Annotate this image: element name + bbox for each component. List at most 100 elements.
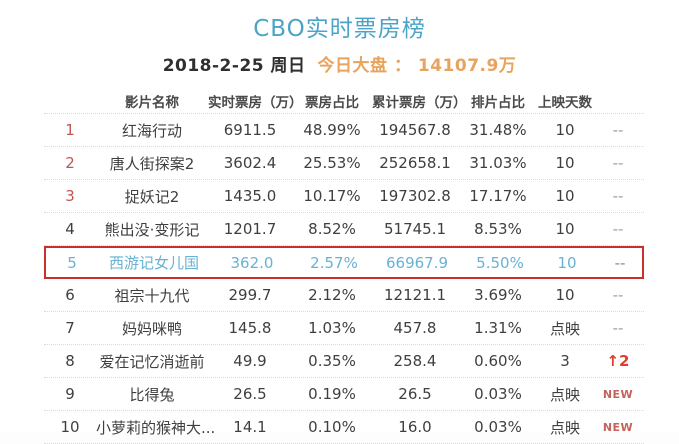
movie-name: 爱在记忆消逝前 bbox=[99, 352, 205, 371]
box-office-share: 25.53% bbox=[303, 154, 361, 172]
trend-indicator: -- bbox=[612, 154, 624, 172]
box-office-share: 10.17% bbox=[303, 187, 361, 205]
rank-cell: 6 bbox=[65, 286, 75, 304]
trend-indicator: -- bbox=[614, 253, 626, 272]
movie-name: 捉妖记2 bbox=[124, 187, 180, 206]
movie-name: 比得兔 bbox=[129, 385, 175, 404]
trend-indicator: NEW bbox=[602, 420, 634, 434]
cumulative-box-office: 12121.1 bbox=[383, 286, 447, 304]
table-row: 9 比得兔 26.5 0.19% 26.5 0.03% 点映 NEW bbox=[44, 378, 644, 411]
table-row: 8 爱在记忆消逝前 49.9 0.35% 258.4 0.60% 3 ↑2 bbox=[44, 345, 644, 378]
trend-indicator: -- bbox=[612, 220, 624, 238]
days-released: 3 bbox=[560, 352, 570, 370]
column-header-cumulative-box-office: 累计票房（万） bbox=[372, 94, 467, 111]
realtime-box-office: 1435.0 bbox=[223, 187, 277, 205]
rank-cell: 8 bbox=[65, 352, 75, 370]
screening-share: 0.60% bbox=[474, 352, 522, 370]
realtime-box-office: 1201.7 bbox=[223, 220, 277, 238]
daily-total-label: 今日大盘 ： bbox=[317, 56, 412, 76]
box-office-page: CBO实时票房榜 2018-2-25 周日 今日大盘 ： 14107.9万 影片名… bbox=[0, 16, 679, 444]
days-released: 10 bbox=[557, 253, 577, 272]
movie-name: 妈妈咪鸭 bbox=[121, 319, 182, 338]
days-released: 10 bbox=[555, 220, 575, 238]
movie-name: 熊出没·变形记 bbox=[104, 220, 200, 239]
trend-indicator: ↑2 bbox=[606, 352, 630, 370]
days-released: 10 bbox=[555, 286, 575, 304]
screening-share: 0.03% bbox=[474, 385, 522, 403]
screening-share: 31.03% bbox=[469, 154, 527, 172]
screening-share: 1.31% bbox=[474, 319, 522, 337]
realtime-box-office: 145.8 bbox=[228, 319, 272, 337]
box-office-table: 影片名称 实时票房（万） 票房占比 累计票房（万） 排片占比 上映天数 1 红海… bbox=[44, 88, 644, 444]
screening-share: 5.50% bbox=[476, 253, 524, 272]
days-released: 10 bbox=[555, 187, 575, 205]
days-released: 10 bbox=[555, 121, 575, 139]
box-office-share: 0.19% bbox=[308, 385, 356, 403]
realtime-box-office: 3602.4 bbox=[223, 154, 277, 172]
table-row: 7 妈妈咪鸭 145.8 1.03% 457.8 1.31% 点映 -- bbox=[44, 312, 644, 345]
cumulative-box-office: 197302.8 bbox=[379, 187, 451, 205]
trend-indicator: -- bbox=[612, 319, 624, 337]
days-released: 点映 bbox=[549, 418, 580, 437]
trend-indicator: -- bbox=[612, 121, 624, 139]
rank-cell: 5 bbox=[67, 253, 77, 272]
screening-share: 3.69% bbox=[474, 286, 522, 304]
screening-share: 31.48% bbox=[469, 121, 527, 139]
column-header-days-released: 上映天数 bbox=[538, 94, 592, 111]
movie-name: 西游记女儿国 bbox=[108, 254, 199, 272]
box-office-share: 48.99% bbox=[303, 121, 361, 139]
daily-total-value: 14107.9万 bbox=[417, 56, 517, 76]
cumulative-box-office: 51745.1 bbox=[383, 220, 447, 238]
cumulative-box-office: 26.5 bbox=[398, 385, 432, 403]
days-released: 10 bbox=[555, 154, 575, 172]
date-line: 2018-2-25 周日 今日大盘 ： 14107.9万 bbox=[0, 51, 679, 76]
box-office-share: 0.10% bbox=[308, 418, 356, 436]
table-row: 4 熊出没·变形记 1201.7 8.52% 51745.1 8.53% 10 … bbox=[44, 213, 644, 246]
page-title: CBO实时票房榜 bbox=[253, 16, 426, 42]
rank-cell: 7 bbox=[65, 319, 75, 337]
realtime-box-office: 362.0 bbox=[230, 253, 274, 272]
movie-name: 祖宗十九代 bbox=[114, 286, 190, 305]
trend-indicator: NEW bbox=[602, 387, 634, 401]
rank-cell: 4 bbox=[65, 220, 75, 238]
cumulative-box-office: 16.0 bbox=[398, 418, 432, 436]
screening-share: 8.53% bbox=[474, 220, 522, 238]
movie-name: 红海行动 bbox=[121, 121, 182, 140]
cumulative-box-office: 66967.9 bbox=[385, 253, 449, 272]
trend-indicator: -- bbox=[612, 187, 624, 205]
trend-indicator: -- bbox=[612, 286, 624, 304]
screening-share: 0.03% bbox=[474, 418, 522, 436]
realtime-box-office: 6911.5 bbox=[223, 121, 277, 139]
cumulative-box-office: 252658.1 bbox=[379, 154, 451, 172]
table-row: 2 唐人街探案2 3602.4 25.53% 252658.1 31.03% 1… bbox=[44, 147, 644, 180]
column-header-movie-name: 影片名称 bbox=[125, 94, 179, 111]
realtime-box-office: 26.5 bbox=[233, 385, 267, 403]
table-row: 10 小萝莉的猴神大... 14.1 0.10% 16.0 0.03% 点映 N… bbox=[44, 411, 644, 444]
box-office-share: 1.03% bbox=[308, 319, 356, 337]
realtime-box-office: 14.1 bbox=[233, 418, 267, 436]
movie-name: 小萝莉的猴神大... bbox=[96, 418, 216, 437]
realtime-box-office: 299.7 bbox=[228, 286, 272, 304]
table-body: 1 红海行动 6911.5 48.99% 194567.8 31.48% 10 … bbox=[44, 114, 644, 444]
box-office-share: 0.35% bbox=[308, 352, 356, 370]
box-office-share: 2.57% bbox=[310, 253, 358, 272]
table-row: 6 祖宗十九代 299.7 2.12% 12121.1 3.69% 10 -- bbox=[44, 279, 644, 312]
cumulative-box-office: 258.4 bbox=[393, 352, 437, 370]
column-header-screening-share: 排片占比 bbox=[471, 94, 525, 111]
column-header-box-office-share: 票房占比 bbox=[305, 94, 359, 111]
box-office-share: 8.52% bbox=[308, 220, 356, 238]
table-row: 1 红海行动 6911.5 48.99% 194567.8 31.48% 10 … bbox=[44, 114, 644, 147]
rank-cell: 2 bbox=[65, 154, 75, 172]
table-header-row: 影片名称 实时票房（万） 票房占比 累计票房（万） 排片占比 上映天数 bbox=[44, 88, 644, 114]
rank-cell: 9 bbox=[65, 385, 75, 403]
table-row: 5 西游记女儿国 362.0 2.57% 66967.9 5.50% 10 -- bbox=[44, 246, 644, 279]
rank-cell: 10 bbox=[60, 418, 80, 436]
realtime-box-office: 49.9 bbox=[233, 352, 267, 370]
days-released: 点映 bbox=[549, 319, 580, 338]
cumulative-box-office: 194567.8 bbox=[379, 121, 451, 139]
table-row: 3 捉妖记2 1435.0 10.17% 197302.8 17.17% 10 … bbox=[44, 180, 644, 213]
box-office-share: 2.12% bbox=[308, 286, 356, 304]
movie-name: 唐人街探案2 bbox=[109, 154, 195, 173]
days-released: 点映 bbox=[549, 385, 580, 404]
date-text: 2018-2-25 周日 bbox=[162, 56, 306, 76]
